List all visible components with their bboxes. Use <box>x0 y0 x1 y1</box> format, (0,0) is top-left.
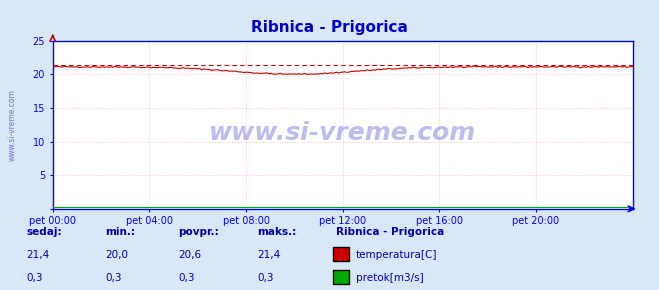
Text: 0,3: 0,3 <box>105 273 122 283</box>
Text: sedaj:: sedaj: <box>26 227 62 237</box>
Text: povpr.:: povpr.: <box>178 227 219 237</box>
Text: 21,4: 21,4 <box>257 250 280 260</box>
Text: 0,3: 0,3 <box>178 273 194 283</box>
Text: pretok[m3/s]: pretok[m3/s] <box>356 273 424 283</box>
Text: 0,3: 0,3 <box>257 273 273 283</box>
Text: temperatura[C]: temperatura[C] <box>356 250 438 260</box>
Text: maks.:: maks.: <box>257 227 297 237</box>
Text: 0,3: 0,3 <box>26 273 43 283</box>
Text: 20,0: 20,0 <box>105 250 129 260</box>
Text: Ribnica - Prigorica: Ribnica - Prigorica <box>251 20 408 35</box>
Text: 20,6: 20,6 <box>178 250 201 260</box>
Text: www.si-vreme.com: www.si-vreme.com <box>209 121 476 145</box>
Text: Ribnica - Prigorica: Ribnica - Prigorica <box>336 227 444 237</box>
Text: min.:: min.: <box>105 227 136 237</box>
Text: www.si-vreme.com: www.si-vreme.com <box>8 89 16 161</box>
Text: 21,4: 21,4 <box>26 250 49 260</box>
